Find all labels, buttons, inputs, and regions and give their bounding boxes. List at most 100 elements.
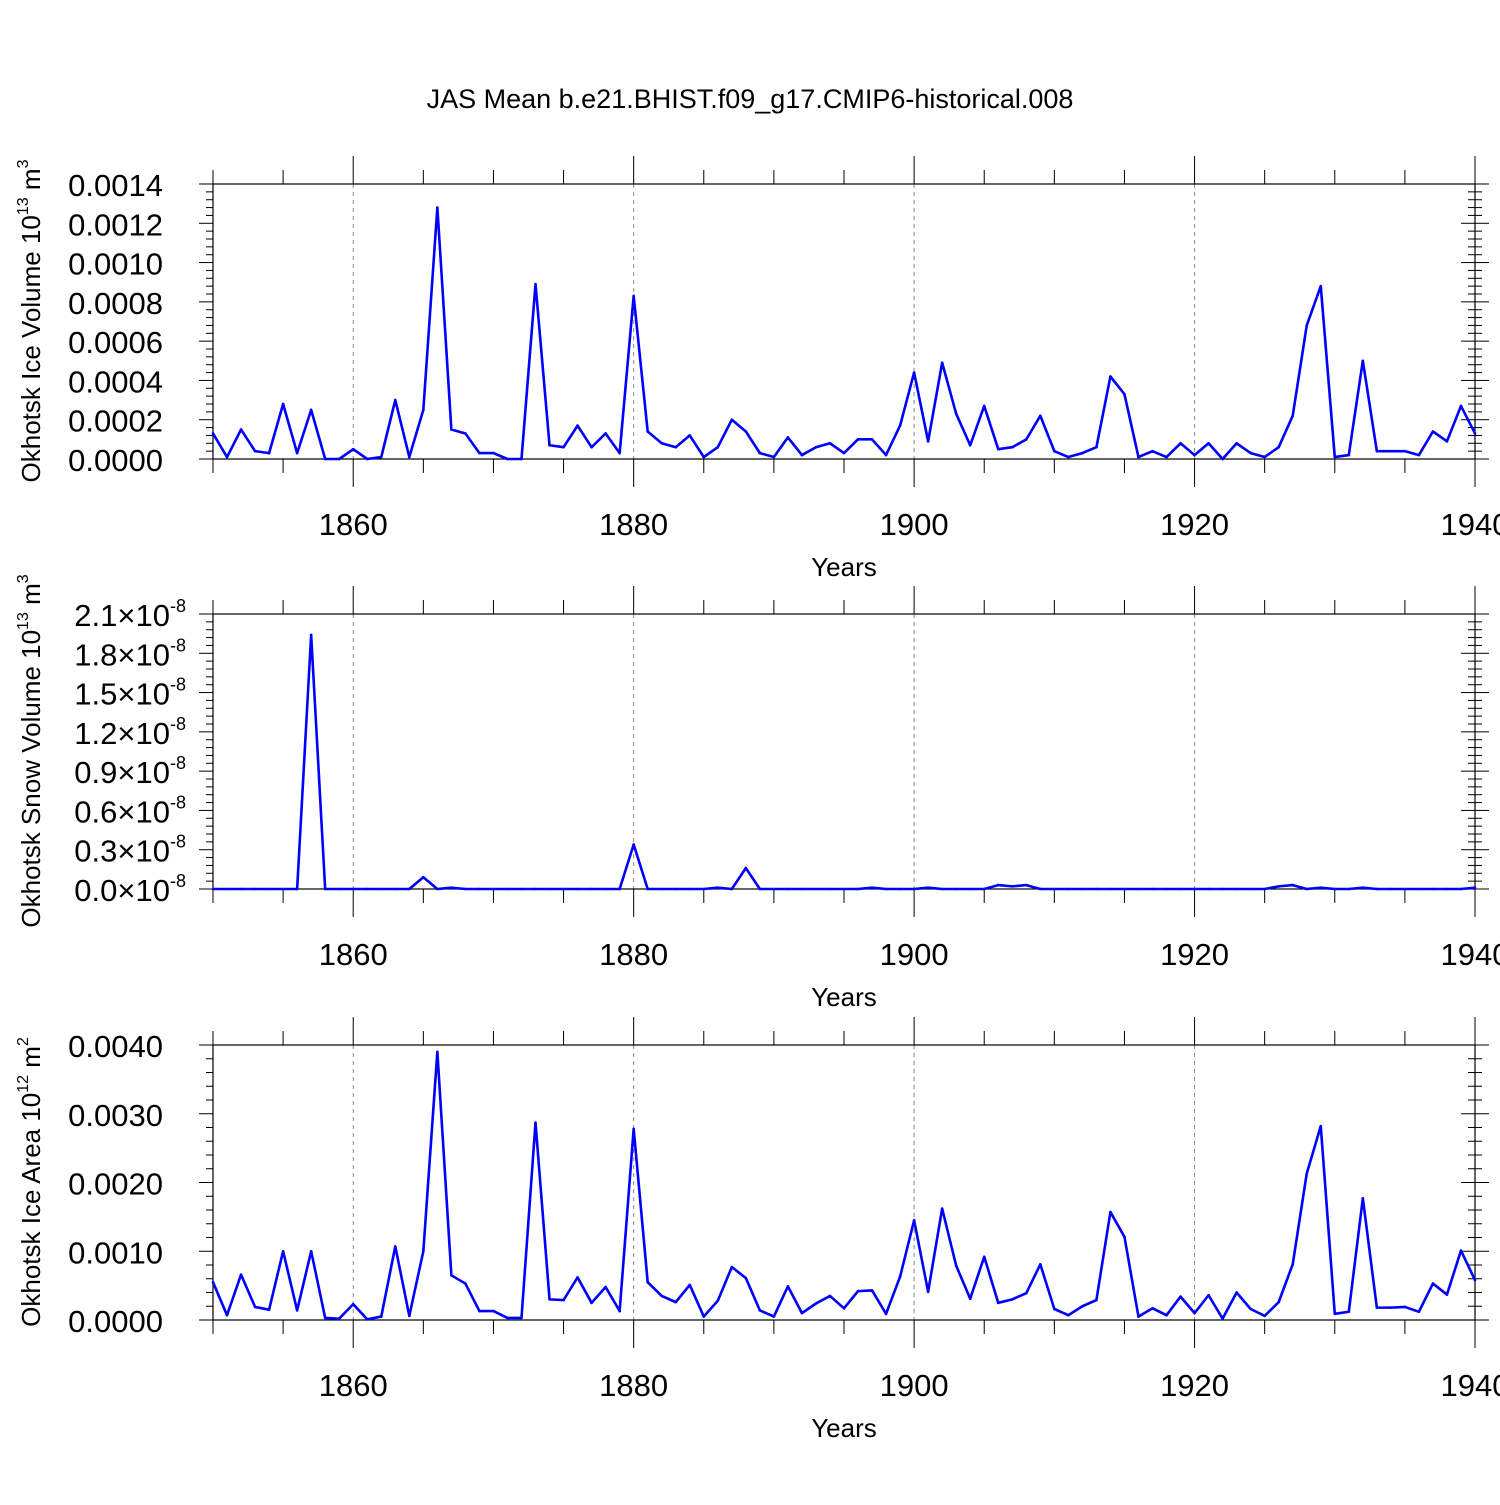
data-point xyxy=(842,1307,846,1310)
data-point xyxy=(309,1249,313,1253)
data-point xyxy=(506,457,509,461)
data-point xyxy=(856,887,860,891)
data-point xyxy=(1431,1282,1435,1285)
y-tick-label: 0.3×10-8 xyxy=(74,832,186,869)
x-axis-label: Years xyxy=(811,552,877,582)
panel-1: 0.0000 0.0002 0.0004 0.0006 0.0008 0.0010 0.00… xyxy=(15,156,1500,582)
data-point xyxy=(884,453,888,457)
data-point xyxy=(450,428,453,431)
data-point xyxy=(239,1273,243,1276)
data-point xyxy=(982,887,986,891)
data-point xyxy=(1263,455,1266,459)
data-point xyxy=(548,443,551,447)
data-point xyxy=(996,447,1000,451)
data-point xyxy=(1193,887,1196,891)
data-point xyxy=(422,1249,425,1253)
data-point xyxy=(267,887,271,891)
data-point xyxy=(379,887,383,891)
data-point xyxy=(1277,885,1280,888)
data-point xyxy=(674,887,678,891)
data-point xyxy=(1053,887,1056,891)
data-point xyxy=(632,843,635,846)
data-point xyxy=(786,1285,790,1288)
data-point xyxy=(1024,1291,1028,1295)
data-point xyxy=(1179,887,1182,891)
data-point xyxy=(1221,887,1224,891)
data-point xyxy=(1067,1313,1070,1317)
data-point xyxy=(520,887,523,891)
data-point xyxy=(702,455,706,459)
data-point xyxy=(281,402,285,406)
data-point xyxy=(506,1316,509,1320)
data-point xyxy=(1010,885,1014,888)
data-point xyxy=(1473,432,1477,435)
data-point xyxy=(1417,453,1421,457)
data-point xyxy=(337,887,341,891)
data-point xyxy=(1431,430,1435,433)
data-point xyxy=(1277,445,1280,449)
data-point xyxy=(590,445,593,449)
data-point xyxy=(1459,887,1463,891)
data-point xyxy=(281,1249,285,1253)
data-point xyxy=(1039,414,1042,418)
y-tick-label: 0.0004 xyxy=(68,364,163,399)
data-point xyxy=(211,887,215,891)
data-point xyxy=(646,1280,649,1284)
data-point xyxy=(1305,887,1309,891)
data-point xyxy=(323,887,327,891)
data-point xyxy=(912,1219,916,1222)
x-tick-label: 1880 xyxy=(599,507,668,542)
data-point xyxy=(1193,453,1196,457)
data-point xyxy=(842,887,846,891)
data-point xyxy=(225,887,229,891)
x-tick-label: 1860 xyxy=(319,937,388,972)
x-tick-label: 1940 xyxy=(1441,937,1500,972)
data-point xyxy=(744,1276,748,1280)
data-point xyxy=(618,887,621,891)
data-point xyxy=(1053,1307,1056,1311)
data-point xyxy=(309,633,313,637)
data-point xyxy=(337,457,341,461)
x-tick-label: 1940 xyxy=(1441,1368,1500,1403)
y-tick-label: 0.0000 xyxy=(68,443,163,478)
plot-frame xyxy=(212,183,1476,460)
data-point xyxy=(1333,887,1337,891)
data-point xyxy=(1165,887,1168,891)
data-point xyxy=(646,887,649,891)
data-point xyxy=(730,418,734,422)
data-point xyxy=(492,887,495,891)
data-point xyxy=(1445,887,1449,891)
data-point xyxy=(744,866,748,870)
data-point xyxy=(1095,445,1098,449)
data-point xyxy=(1137,887,1140,891)
data-point xyxy=(1403,449,1407,453)
data-point xyxy=(940,361,944,365)
data-point xyxy=(800,453,804,457)
data-point xyxy=(1109,375,1112,378)
data-point xyxy=(225,455,229,459)
data-point xyxy=(225,1313,229,1317)
panel-2: 0.0×10-80.3×10-80.6×10-80.9×10-81.2×10-8… xyxy=(15,574,1500,1012)
data-point xyxy=(1319,1124,1323,1128)
data-point xyxy=(534,887,537,891)
data-point xyxy=(267,451,271,455)
data-point xyxy=(954,887,958,891)
data-point xyxy=(786,436,790,439)
data-point xyxy=(239,428,243,431)
x-tick-label: 1920 xyxy=(1160,1368,1229,1403)
data-point xyxy=(1095,1298,1098,1302)
data-point xyxy=(618,451,621,455)
data-point xyxy=(870,886,874,889)
data-point xyxy=(660,887,664,891)
data-point xyxy=(295,1309,299,1312)
data-point xyxy=(1081,887,1084,891)
data-point xyxy=(1207,887,1210,891)
data-point xyxy=(912,887,916,891)
data-point xyxy=(660,1294,664,1298)
data-point xyxy=(1165,1313,1168,1317)
data-point xyxy=(772,1315,776,1318)
data-point xyxy=(1291,883,1295,887)
data-point xyxy=(1151,1307,1154,1310)
data-point xyxy=(464,887,467,891)
data-point xyxy=(1010,1298,1014,1301)
